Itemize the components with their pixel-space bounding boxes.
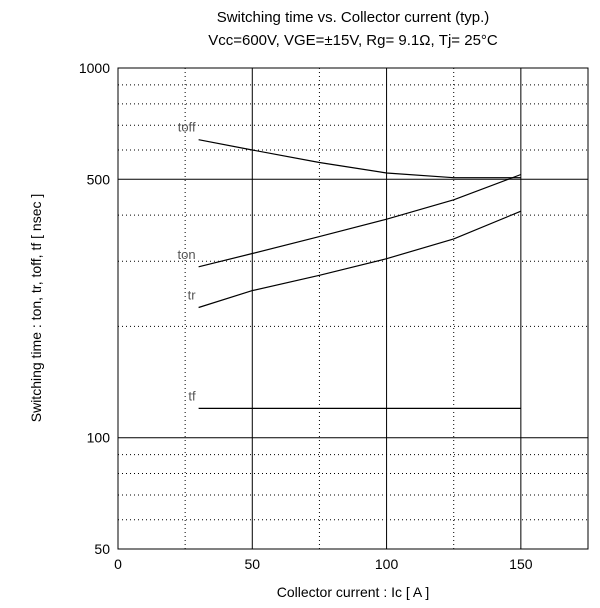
y-tick-label: 50	[94, 541, 110, 557]
plot-area-frame	[117, 67, 589, 550]
x-tick-label: 0	[114, 556, 122, 572]
chart-subtitle: Vcc=600V, VGE=±15V, Rg= 9.1Ω, Tj= 25°C	[208, 32, 498, 49]
series-line-toff	[198, 139, 521, 179]
series-label-tr: tr	[188, 288, 197, 303]
series-line-ton	[198, 173, 522, 268]
series-label-toff: toff	[178, 120, 196, 135]
chart-title: Switching time vs. Collector current (ty…	[217, 9, 490, 26]
series-labels: toff ton tr tf	[177, 120, 196, 404]
grid	[118, 68, 588, 549]
series-label-ton: ton	[177, 247, 195, 262]
series-lines	[198, 139, 522, 409]
y-axis-label: Switching time : ton, tr, toff, tf [ nse…	[28, 194, 44, 423]
x-tick-label: 100	[375, 556, 399, 572]
y-tick-label: 1000	[79, 60, 110, 76]
series-label-tf: tf	[188, 388, 196, 403]
y-tick-label: 500	[87, 171, 111, 187]
x-tick-label: 50	[244, 556, 260, 572]
series-line-tr	[198, 210, 522, 309]
y-tick-label: 100	[87, 430, 111, 446]
x-axis-label: Collector current : Ic [ A ]	[277, 584, 430, 600]
x-tick-label: 150	[509, 556, 533, 572]
